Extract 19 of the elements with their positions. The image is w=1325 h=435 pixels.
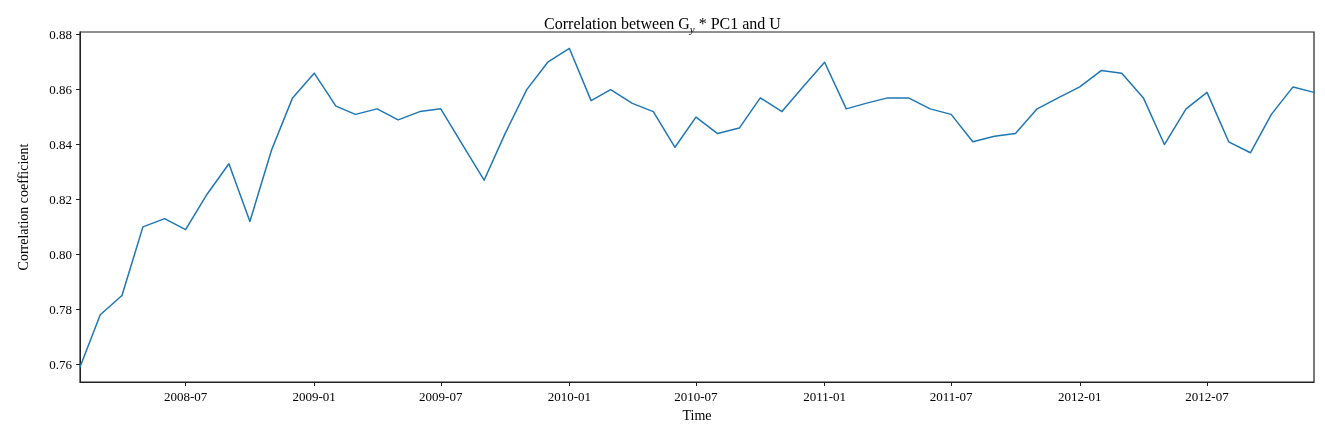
- x-tick-label: 2009-01: [292, 389, 336, 404]
- x-tick-label: 2012-07: [1185, 389, 1230, 404]
- x-tick-label: 2010-01: [547, 389, 592, 404]
- x-tick-label: 2011-07: [929, 389, 974, 404]
- line-series: [79, 47, 1315, 368]
- y-tick-label: 0.78: [49, 301, 72, 317]
- x-tick-label: 2012-01: [1058, 389, 1102, 404]
- x-tick-label: 2009-07: [419, 389, 463, 404]
- x-axis-title: Time: [682, 407, 712, 423]
- y-tick-label: 0.84: [49, 137, 73, 153]
- y-tick-label: 0.88: [49, 27, 72, 43]
- y-axis-title: Correlation coefficient: [15, 143, 31, 271]
- x-tick-label: 2011-01: [803, 389, 847, 404]
- y-tick-label: 0.82: [49, 191, 72, 207]
- y-tick-label: 0.80: [49, 246, 72, 262]
- x-tick-label: 2008-07: [163, 389, 208, 404]
- y-tick-label: 0.76: [49, 356, 73, 372]
- y-tick-label: 0.86: [49, 82, 73, 98]
- x-tick-label: 2010-07: [674, 389, 719, 404]
